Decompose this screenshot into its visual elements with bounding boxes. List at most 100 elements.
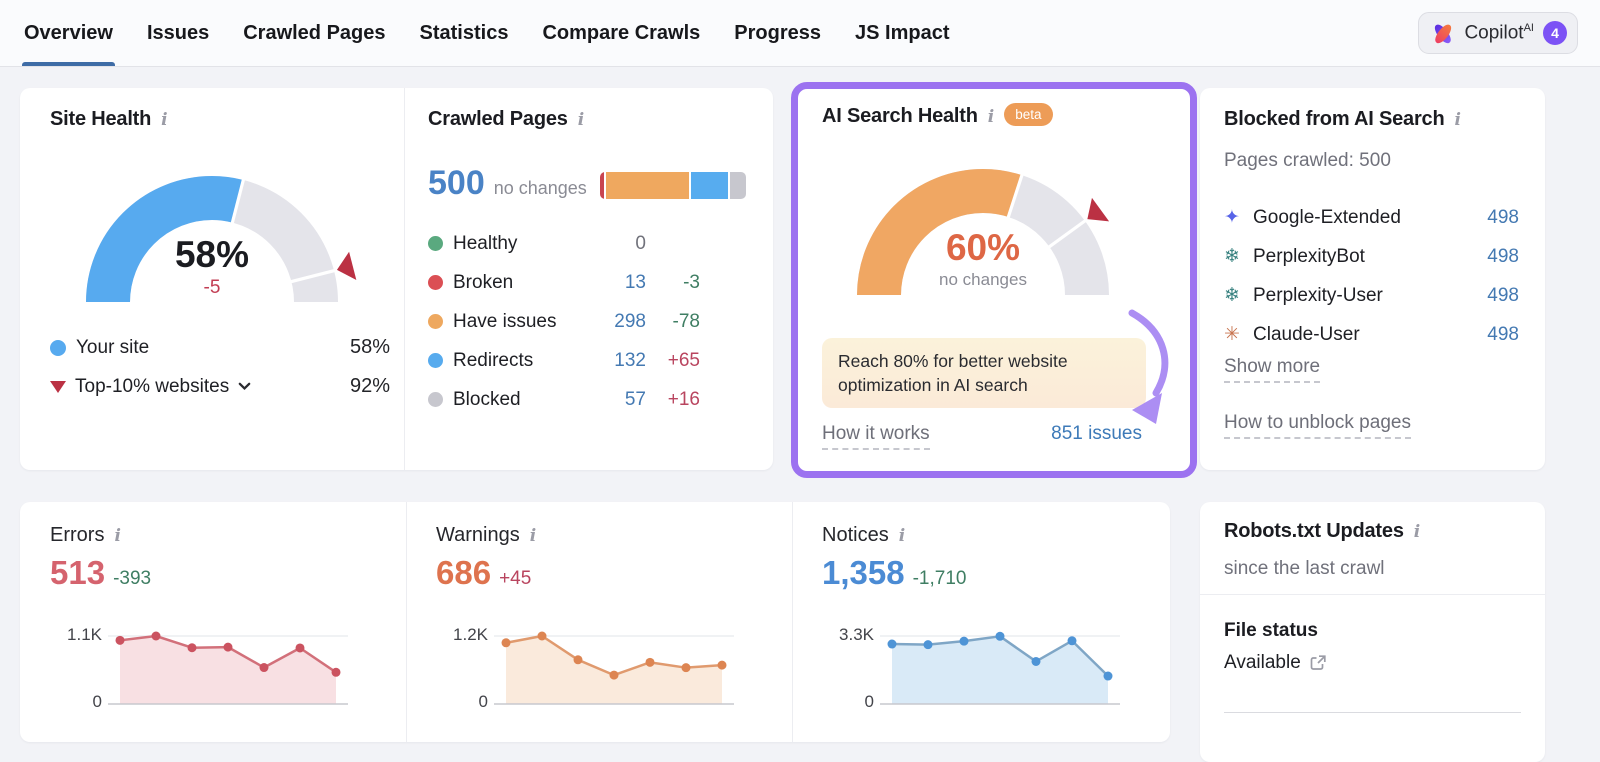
site-health-title: Site Health i	[50, 108, 168, 130]
claude-user-icon: ✳	[1224, 324, 1240, 345]
site-health-legend: Your site 58% Top-10% websites 92%	[50, 328, 390, 406]
ai-search-health-gauge: 60% no changes	[838, 145, 1128, 300]
list-item: Blocked 57 +16	[428, 380, 700, 419]
divider	[1200, 594, 1545, 595]
perplexity-user-icon: ❄	[1224, 285, 1240, 306]
redirects-dot-icon	[428, 353, 443, 368]
crawled-pages-list: Healthy 0 Broken 13 -3 Have issues 298 -78 Re…	[428, 224, 700, 419]
legend-your-site: Your site 58%	[50, 328, 390, 367]
y-axis-label: 0	[864, 692, 874, 711]
ai-search-health-note: no changes	[939, 270, 1027, 289]
info-icon[interactable]: i	[1413, 522, 1421, 542]
blocked-dot-icon	[428, 392, 443, 407]
warnings-delta: +45	[499, 568, 532, 589]
errors-sparkline	[108, 609, 348, 709]
notices-title: Notices i	[822, 524, 906, 546]
info-icon[interactable]: i	[1454, 110, 1461, 130]
broken-dot-icon	[428, 275, 443, 290]
list-item: Have issues 298 -78	[428, 302, 700, 341]
blocked-from-ai-title: Blocked from AI Search i	[1224, 108, 1461, 130]
list-item: Redirects 132 +65	[428, 341, 700, 380]
notices-delta: -1,710	[912, 568, 967, 589]
tab-overview[interactable]: Overview	[22, 0, 115, 66]
bar-segment	[605, 172, 690, 199]
copilot-logo-icon	[1431, 21, 1455, 45]
ai-optimization-tip: Reach 80% for better website optimizatio…	[822, 338, 1146, 409]
blocked-from-ai-card: Blocked from AI Search i Pages crawled: 5…	[1200, 88, 1545, 470]
benchmark-triangle-icon	[50, 380, 66, 393]
copilot-button[interactable]: CopilotAI 4	[1418, 12, 1578, 54]
show-more-link[interactable]: Show more	[1224, 356, 1321, 383]
info-icon[interactable]: i	[529, 526, 537, 546]
site-health-score: 58%	[174, 234, 250, 275]
info-icon[interactable]: i	[898, 526, 906, 546]
list-item: Healthy 0	[428, 224, 700, 263]
tab-crawled-pages[interactable]: Crawled Pages	[243, 21, 386, 44]
errors-delta: -393	[113, 568, 152, 589]
pages-crawled-label: Pages crawled: 500	[1224, 150, 1391, 171]
tab-compare-crawls[interactable]: Compare Crawls	[542, 21, 701, 44]
info-icon[interactable]: i	[161, 110, 168, 130]
notices-value[interactable]: 1,358	[822, 554, 905, 591]
crawled-pages-stacked-bar	[600, 172, 746, 199]
warnings-title: Warnings i	[436, 524, 537, 546]
have-issues-dot-icon	[428, 314, 443, 329]
bar-segment	[730, 172, 746, 199]
errors-title: Errors i	[50, 524, 121, 546]
legend-top10-websites[interactable]: Top-10% websites 92%	[50, 367, 390, 406]
y-axis-label: 0	[478, 692, 488, 711]
list-item: Broken 13 -3	[428, 263, 700, 302]
panel-divider	[404, 88, 405, 470]
file-status-label: File status	[1224, 620, 1318, 641]
list-item: ✦ Google-Extended 498	[1224, 206, 1519, 229]
robots-txt-title: Robots.txt Updates i	[1224, 520, 1421, 542]
notices-sparkline	[880, 609, 1120, 709]
tab-js-impact[interactable]: JS Impact	[855, 21, 950, 44]
warnings-sparkline	[494, 609, 734, 709]
info-icon[interactable]: i	[114, 526, 121, 546]
panel-divider	[406, 502, 407, 742]
site-health-gauge: 58% -5	[67, 152, 357, 307]
list-item: ❄ PerplexityBot 498	[1224, 245, 1519, 268]
divider	[1224, 712, 1521, 713]
warnings-value[interactable]: 686	[436, 554, 492, 591]
crawled-pages-title: Crawled Pages i	[428, 108, 584, 130]
info-icon[interactable]: i	[577, 110, 584, 130]
y-axis-label: 3.3K	[839, 625, 874, 644]
file-status-value[interactable]: Available	[1224, 652, 1326, 674]
issues-metrics-panel: Errors i 513 -393 1.1K 0 Warnings i 686 +45 …	[20, 502, 1170, 742]
ai-search-health-score: 60%	[945, 227, 1021, 268]
info-icon[interactable]: i	[987, 106, 995, 127]
chevron-down-icon[interactable]	[238, 382, 251, 391]
copilot-label: CopilotAI	[1464, 21, 1534, 44]
how-it-works-link[interactable]: How it works	[822, 423, 930, 450]
tab-progress[interactable]: Progress	[734, 21, 822, 44]
y-axis-label: 1.2K	[453, 625, 488, 644]
how-to-unblock-link[interactable]: How to unblock pages	[1224, 412, 1411, 439]
your-site-dot-icon	[50, 339, 66, 356]
healthy-dot-icon	[428, 236, 443, 251]
y-axis-label: 0	[92, 692, 102, 711]
issues-link[interactable]: 851 issues	[1051, 423, 1142, 444]
bar-segment	[600, 172, 604, 199]
blocked-bots-list: ✦ Google-Extended 498 ❄ PerplexityBot 498 ❄ P…	[1224, 198, 1519, 354]
tab-issues[interactable]: Issues	[146, 21, 210, 44]
robots-txt-card: Robots.txt Updates i since the last crawl…	[1200, 502, 1545, 762]
errors-value[interactable]: 513	[50, 554, 106, 591]
list-item: ❄ Perplexity-User 498	[1224, 284, 1519, 307]
ai-search-health-card: AI Search Health i beta 60% no changes R…	[791, 82, 1197, 478]
site-health-delta: -5	[203, 277, 221, 298]
arrow-to-issues-icon	[1128, 309, 1169, 424]
google-extended-icon: ✦	[1224, 207, 1240, 228]
copilot-count-badge: 4	[1543, 21, 1567, 45]
tab-statistics[interactable]: Statistics	[419, 21, 509, 44]
list-item: ✳ Claude-User 498	[1224, 323, 1519, 346]
perplexitybot-icon: ❄	[1224, 246, 1240, 267]
ai-search-health-title: AI Search Health	[822, 105, 978, 127]
panel-divider	[792, 502, 793, 742]
y-axis-label: 1.1K	[67, 625, 102, 644]
top-navbar: Overview Issues Crawled Pages Statistics…	[0, 0, 1600, 67]
beta-badge: beta	[1004, 103, 1053, 126]
robots-txt-subtitle: since the last crawl	[1224, 558, 1385, 579]
